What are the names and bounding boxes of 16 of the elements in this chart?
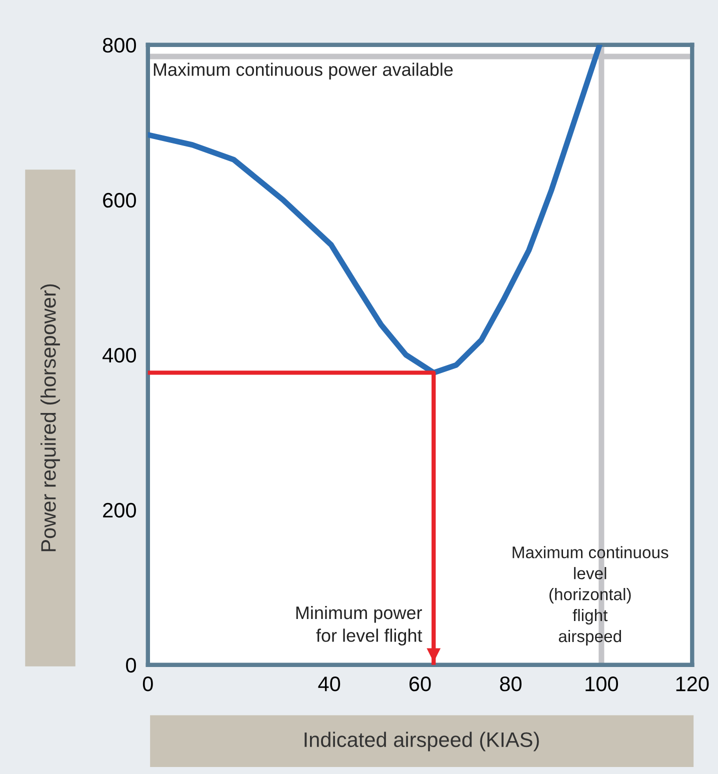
x-tick-label: 40 xyxy=(318,676,340,692)
y-tick-label: 800 xyxy=(102,38,136,53)
y-tick-label: 600 xyxy=(103,192,136,208)
x-tick-label: 80 xyxy=(500,676,522,692)
y-axis-title: Power required (horsepower) xyxy=(40,284,60,552)
x-tick-label: 0 xyxy=(142,676,153,692)
y-tick-label: 0 xyxy=(126,658,136,673)
x-tick-label: 100 xyxy=(586,676,618,692)
y-tick-label: 400 xyxy=(102,348,136,363)
x-tick-label: 60 xyxy=(410,676,431,692)
annotation: Minimum power for level flight xyxy=(296,606,422,646)
ref-line-label: Maximum continuous power available xyxy=(154,62,453,80)
ref-line-label: Maximum continuous level (horizontal) flight airspeed xyxy=(512,546,668,646)
x-tick-label: 120 xyxy=(676,676,709,692)
x-axis-title: Indicated airspeed (KIAS) xyxy=(304,732,539,752)
y-tick-label: 200 xyxy=(103,502,136,518)
